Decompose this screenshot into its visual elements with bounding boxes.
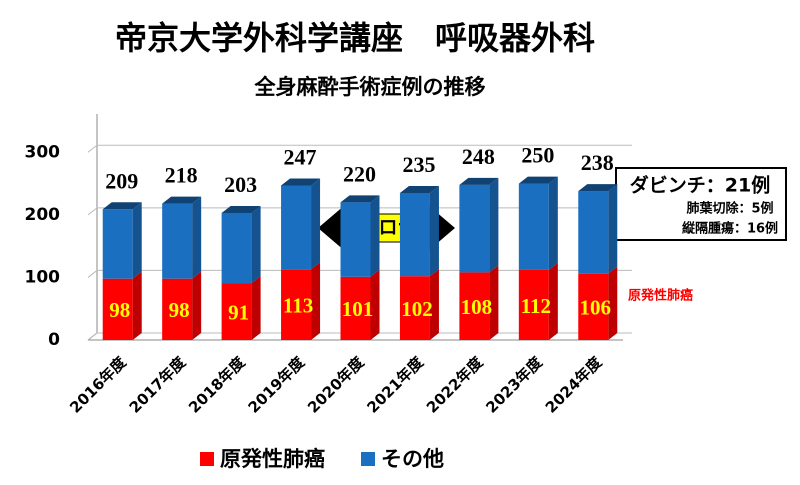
bar-top: [518, 176, 558, 184]
bar: [399, 192, 430, 277]
x-tick-label: 2020年度: [304, 353, 368, 417]
bar: [162, 278, 193, 340]
davinci-line: 肺葉切除：5例: [686, 201, 773, 217]
bar-side: [132, 202, 142, 279]
value-label: 113: [283, 293, 313, 317]
bar-side: [429, 269, 439, 340]
series-side-label: 原発性肺癌: [628, 288, 693, 304]
bar: [162, 203, 193, 279]
bar-side: [311, 262, 321, 340]
chart-subtitle: 全身麻酔手術症例の推移: [254, 75, 486, 99]
grid-line: [87, 144, 632, 153]
davinci-frame: [615, 167, 787, 241]
bar-side: [608, 184, 618, 274]
x-tick-label: 2016年度: [66, 353, 130, 417]
total-label: 250: [521, 143, 554, 168]
total-label: 220: [343, 161, 376, 186]
x-tick-label: 2024年度: [542, 353, 606, 417]
bar-side: [548, 262, 558, 340]
legend-label: 原発性肺癌: [220, 447, 325, 471]
total-label: 247: [284, 144, 317, 169]
bar: [459, 184, 490, 273]
bar: [578, 191, 609, 274]
x-tick-label: 2022年度: [423, 353, 487, 417]
bar-side: [370, 269, 380, 340]
value-label: 112: [521, 294, 551, 318]
bar-side: [192, 271, 202, 340]
bar: [459, 272, 490, 340]
grid-line: [87, 269, 632, 278]
bar: [102, 209, 133, 279]
bar-side: [370, 195, 380, 277]
bar: [399, 276, 430, 340]
total-label: 235: [402, 152, 435, 177]
legend-label: その他: [381, 447, 444, 471]
bar: [281, 185, 312, 270]
bar-side: [489, 177, 499, 273]
legend-swatch: [200, 452, 214, 466]
value-label: 108: [461, 295, 493, 319]
bar-top: [459, 177, 499, 185]
bar: [102, 278, 133, 340]
bar: [340, 276, 371, 340]
value-label: 91: [228, 300, 249, 324]
y-tick-label: 200: [25, 205, 61, 225]
bar-side: [311, 178, 321, 270]
bar: [518, 269, 549, 340]
total-label: 248: [462, 144, 495, 169]
total-label: 238: [581, 150, 614, 175]
bar-top: [340, 195, 380, 203]
davinci-box: ダビンチ：21例 肺葉切除：5例 縦隔腫瘍：16例: [615, 167, 787, 241]
value-label: 98: [109, 298, 130, 322]
bar-top: [221, 205, 261, 213]
bar-side: [132, 271, 142, 340]
value-label: 101: [342, 297, 374, 321]
bar: [281, 269, 312, 340]
x-tick-label: 2023年度: [482, 353, 546, 417]
y-tick-label: 0: [48, 330, 60, 350]
x-tick-label: 2021年度: [363, 353, 427, 417]
x-tick-label: 2019年度: [245, 353, 309, 417]
bar: [340, 202, 371, 277]
bar-top: [399, 185, 439, 193]
bar-side: [429, 185, 439, 277]
bar: [221, 283, 252, 340]
grid-line: [87, 332, 632, 341]
total-label: 209: [105, 168, 138, 193]
value-label: 102: [401, 297, 433, 321]
value-label: 98: [169, 298, 190, 322]
bar-side: [489, 265, 499, 340]
bar-top: [578, 184, 618, 192]
bar-top: [281, 178, 321, 186]
x-tick-label: 2018年度: [185, 353, 249, 417]
value-label: 106: [580, 296, 612, 320]
bar-side: [251, 276, 261, 340]
y-tick-label: 300: [25, 142, 61, 162]
bar-top: [162, 196, 202, 204]
grid-line: [87, 207, 632, 216]
bar-side: [192, 196, 202, 279]
bar-side: [251, 205, 261, 284]
bar: [518, 183, 549, 270]
bar-top: [102, 202, 142, 210]
chart-title: 帝京大学外科学講座 呼吸器外科: [115, 19, 595, 57]
total-label: 203: [224, 172, 257, 197]
legend-swatch: [361, 452, 375, 466]
y-tick-label: 100: [25, 267, 61, 287]
bar-side: [548, 176, 558, 270]
bar: [578, 273, 609, 340]
davinci-line: 縦隔腫瘍：16例: [682, 221, 778, 237]
bar: [221, 212, 252, 284]
x-tick-label: 2017年度: [126, 353, 190, 417]
davinci-title: ダビンチ：21例: [630, 174, 770, 197]
total-label: 218: [165, 163, 198, 188]
bar-side: [608, 266, 618, 340]
